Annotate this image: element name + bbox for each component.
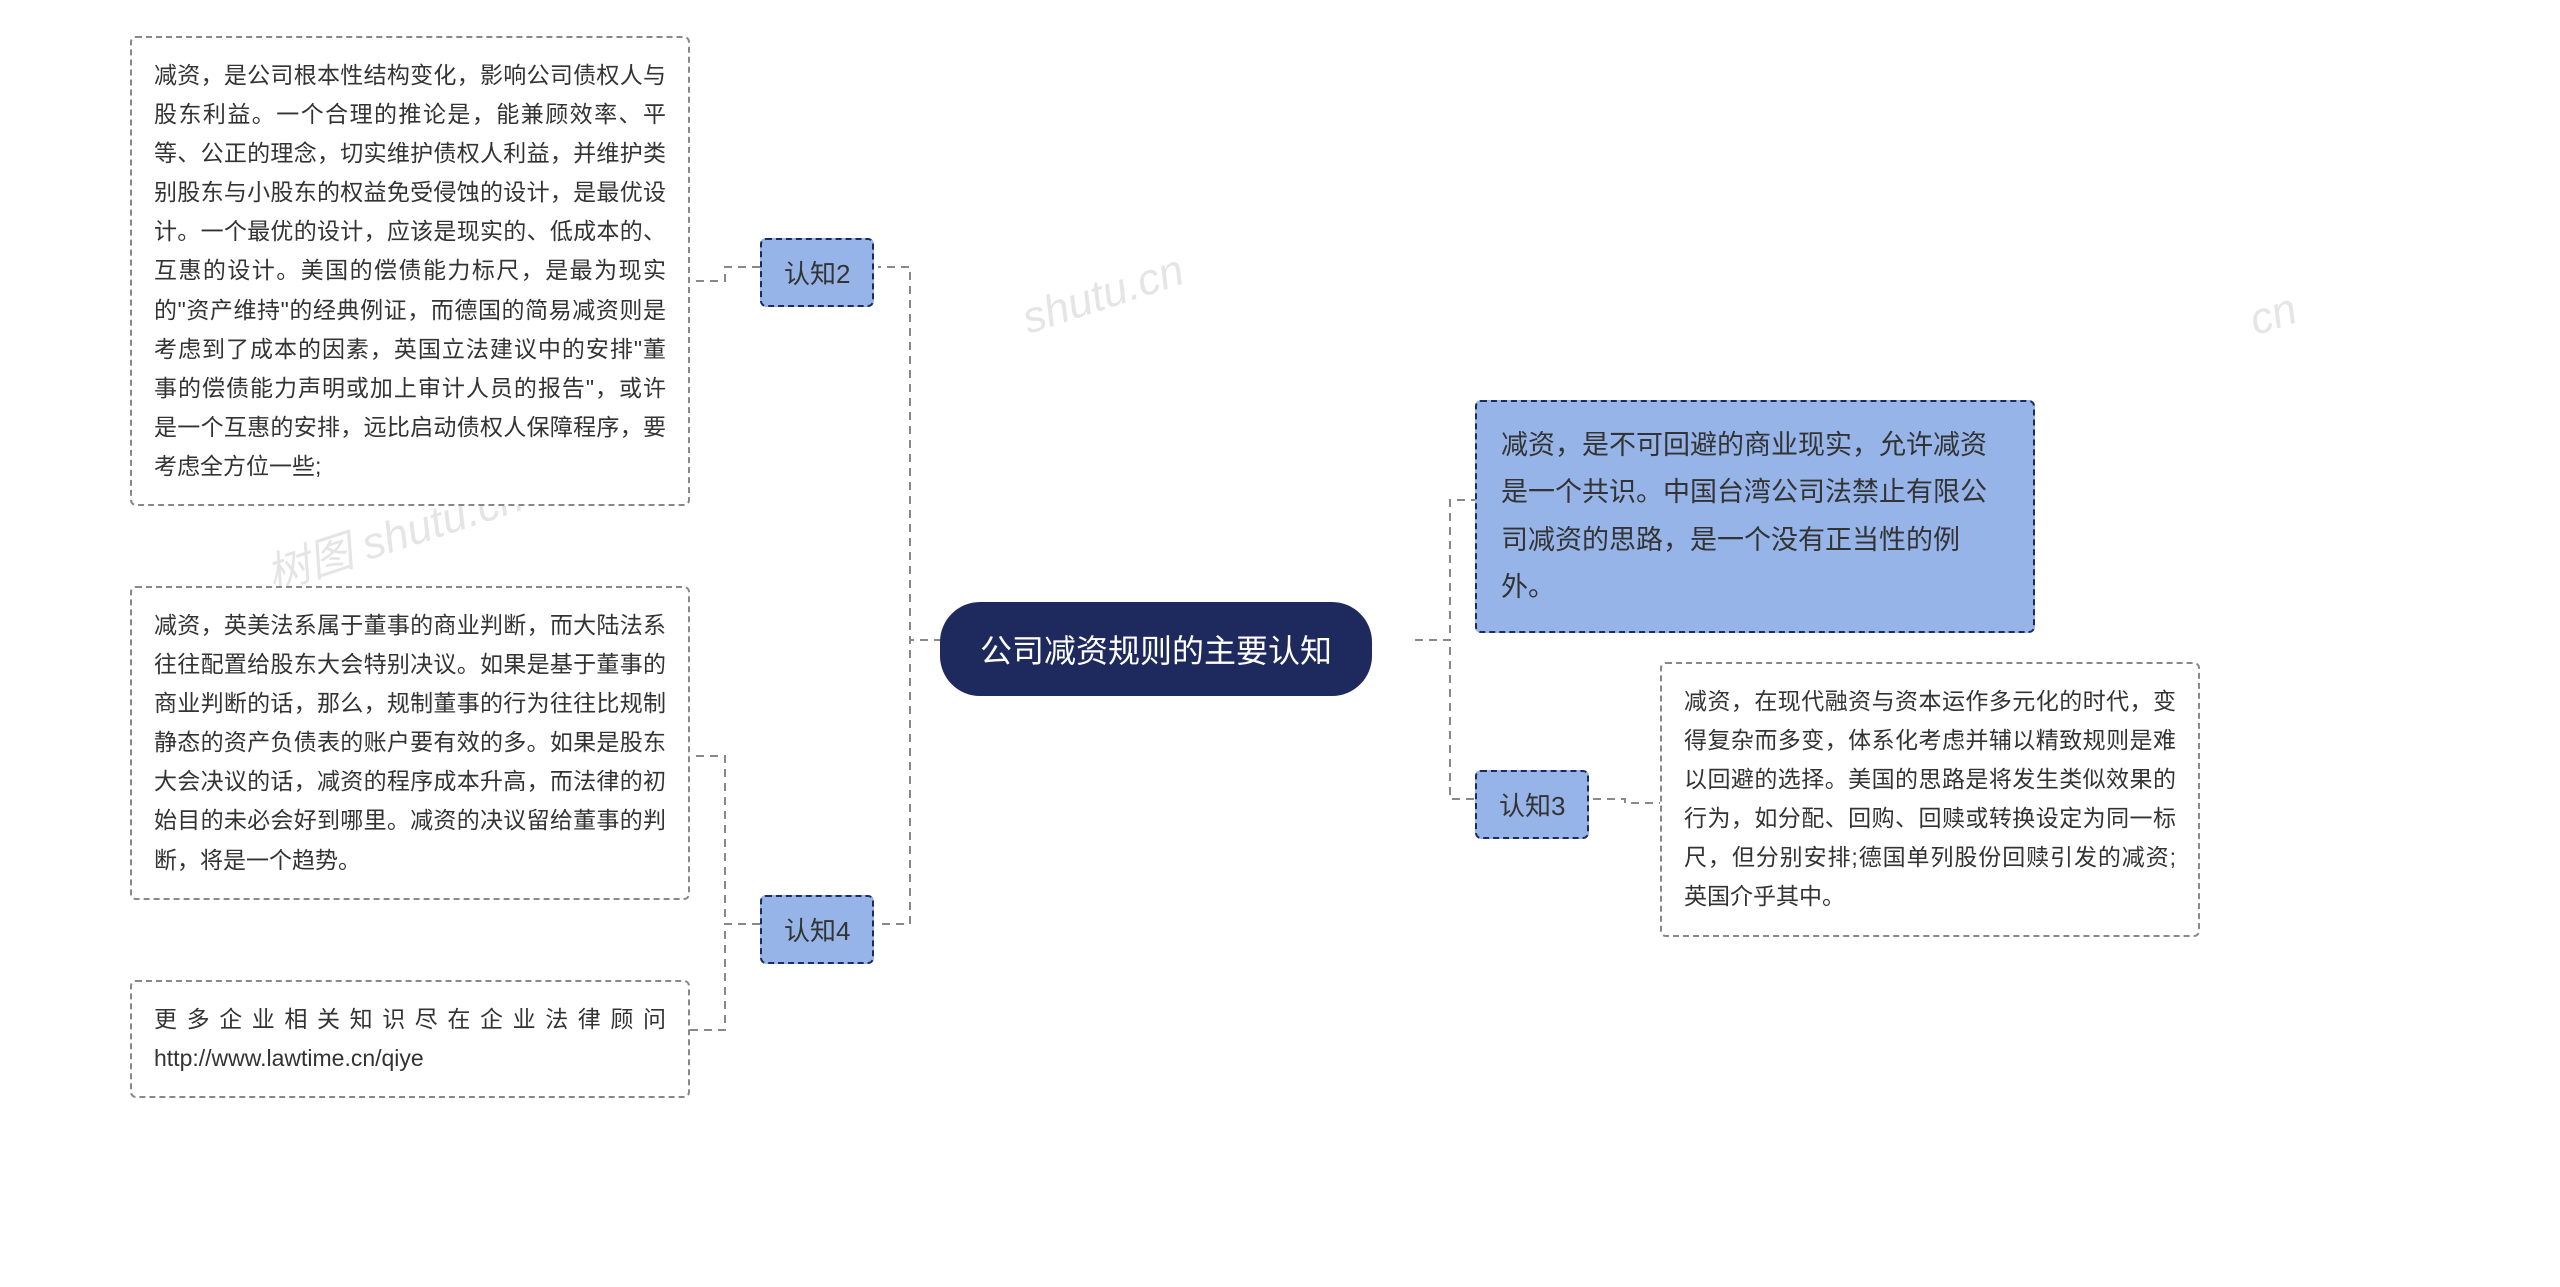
renzhi3-label[interactable]: 认知3 [1475, 770, 1589, 839]
watermark: shutu.cn [1016, 246, 1190, 345]
central-topic[interactable]: 公司减资规则的主要认知 [940, 602, 1372, 696]
renzhi3-detail[interactable]: 减资，在现代融资与资本运作多元化的时代，变得复杂而多变，体系化考虑并辅以精致规则… [1660, 662, 2200, 937]
renzhi4-detail-2[interactable]: 更多企业相关知识尽在企业法律顾问http://www.lawtime.cn/qi… [130, 980, 690, 1098]
renzhi4-label[interactable]: 认知4 [760, 895, 874, 964]
mindmap-canvas: 树图 shutu.cn shutu.cn 树图 shutu.cn cn 公司减资… [0, 0, 2560, 1287]
renzhi4-detail-1[interactable]: 减资，英美法系属于董事的商业判断，而大陆法系往往配置给股东大会特别决议。如果是基… [130, 586, 690, 900]
renzhi2-label[interactable]: 认知2 [760, 238, 874, 307]
watermark: cn [2243, 284, 2303, 346]
renzhi2-detail[interactable]: 减资，是公司根本性结构变化，影响公司债权人与股东利益。一个合理的推论是，能兼顾效… [130, 36, 690, 506]
right-highlight-box[interactable]: 减资，是不可回避的商业现实，允许减资是一个共识。中国台湾公司法禁止有限公司减资的… [1475, 400, 2035, 633]
